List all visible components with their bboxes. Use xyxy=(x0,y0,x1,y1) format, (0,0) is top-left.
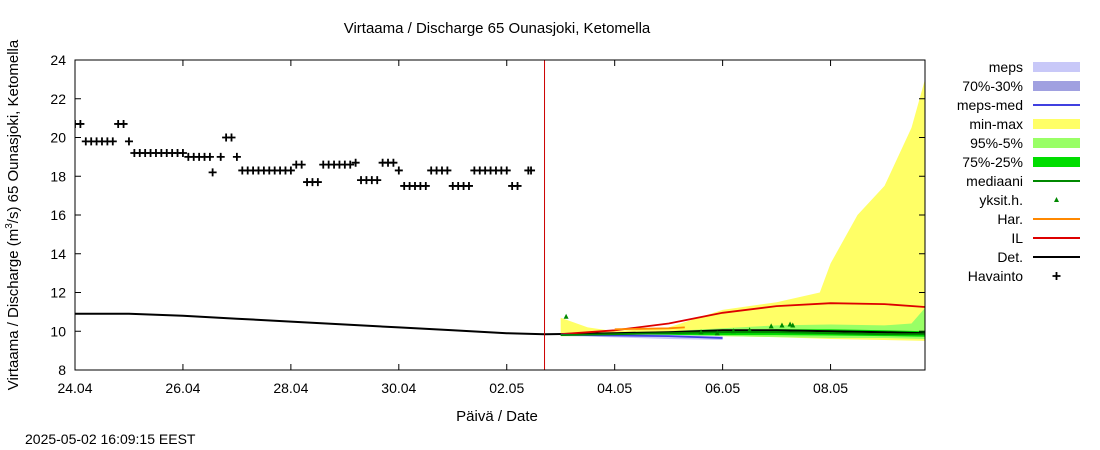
chart-title: Virtaama / Discharge 65 Ounasjoki, Ketom… xyxy=(344,20,651,37)
legend-label-p75_25: 75%-25% xyxy=(962,154,1023,170)
observation-point xyxy=(208,168,217,177)
observation-point xyxy=(527,166,536,175)
legend-label-yksit: yksit.h. xyxy=(979,192,1023,208)
legend-label-har: Har. xyxy=(997,211,1023,227)
series-line-har xyxy=(614,326,685,331)
y-tick-label: 16 xyxy=(50,207,66,223)
single-run-point xyxy=(714,330,720,336)
x-tick-label: 26.04 xyxy=(165,380,200,396)
legend-label-det: Det. xyxy=(997,249,1023,265)
observation-point xyxy=(464,181,473,190)
y-axis-label-post: /s) 65 Ounasjoki, Ketomella xyxy=(5,39,22,223)
observation-point xyxy=(373,176,382,185)
band-min-max xyxy=(560,79,925,341)
single-run-point xyxy=(779,322,785,328)
legend-label-p95_5: 95%-5% xyxy=(970,135,1023,151)
single-run-point xyxy=(768,323,774,329)
observation-layer xyxy=(75,119,536,190)
y-tick-label: 24 xyxy=(50,52,66,68)
single-run-point xyxy=(563,313,569,319)
legend: meps 70%-30% meps-med min-max 95%-5% 75%-25% m… xyxy=(957,59,1080,284)
legend-swatch-havainto xyxy=(1052,272,1061,280)
legend-label-havainto: Havainto xyxy=(968,268,1023,284)
observation-point xyxy=(124,137,133,146)
x-tick-label: 08.05 xyxy=(813,380,848,396)
observation-point xyxy=(178,149,187,157)
observation-point xyxy=(502,166,511,175)
plot-frame xyxy=(74,59,926,371)
legend-swatch-p95_5 xyxy=(1033,138,1080,148)
observation-point xyxy=(351,158,360,167)
observation-point xyxy=(346,160,355,169)
legend-swatch-meps7030 xyxy=(1033,81,1080,91)
y-tick-label: 18 xyxy=(50,168,66,184)
legend-label-mediaani: mediaani xyxy=(966,173,1023,189)
observation-point xyxy=(232,152,241,161)
observation-point xyxy=(389,158,398,167)
tick-layer xyxy=(74,59,925,371)
observation-point xyxy=(286,166,295,175)
x-axis-label: Päivä / Date xyxy=(456,408,538,425)
legend-label-minmax: min-max xyxy=(969,116,1023,132)
x-tick-labels: 24.04 26.04 28.04 30.04 02.05 04.05 06.05 08.05 xyxy=(57,380,848,396)
y-tick-label: 10 xyxy=(50,323,66,339)
observation-point xyxy=(216,152,225,161)
x-tick-label: 30.04 xyxy=(381,380,416,396)
y-axis-label-sup: 3 xyxy=(4,223,15,229)
observation-point xyxy=(421,181,430,190)
single-run-point xyxy=(698,329,704,335)
observation-point xyxy=(513,181,522,190)
x-tick-label: 02.05 xyxy=(489,380,524,396)
y-tick-label: 20 xyxy=(50,130,66,146)
legend-swatch-yksit xyxy=(1054,197,1059,202)
y-tick-label: 12 xyxy=(50,285,66,301)
y-tick-label: 22 xyxy=(50,91,66,107)
legend-swatch-p75_25 xyxy=(1033,157,1080,167)
observation-point xyxy=(443,166,452,175)
legend-label-il: IL xyxy=(1011,230,1023,246)
observation-point xyxy=(108,137,117,146)
x-tick-label: 24.04 xyxy=(57,380,92,396)
legend-label-meps7030: 70%-30% xyxy=(962,78,1023,94)
legend-swatch-meps xyxy=(1033,62,1080,72)
observation-point xyxy=(227,133,236,142)
y-tick-label: 14 xyxy=(50,246,66,262)
lines-layer xyxy=(75,60,925,370)
timestamp-footer: 2025-05-02 16:09:15 EEST xyxy=(25,431,196,447)
single-run-point xyxy=(790,322,796,328)
observation-point xyxy=(313,178,322,187)
series-line-det xyxy=(75,312,925,336)
observation-point xyxy=(76,119,85,128)
y-axis-label-pre: Virtaama / Discharge (m xyxy=(5,229,22,390)
observation-point xyxy=(297,160,306,169)
bands-layer xyxy=(560,79,925,341)
y-tick-label: 8 xyxy=(58,362,66,378)
legend-swatch-minmax xyxy=(1033,119,1080,129)
legend-label-meps: meps xyxy=(989,59,1023,75)
single-run-point xyxy=(747,327,753,333)
x-tick-label: 28.04 xyxy=(273,380,308,396)
x-tick-label: 06.05 xyxy=(705,380,740,396)
observation-point xyxy=(119,119,128,128)
y-tick-labels: 8 10 12 14 16 18 20 22 24 xyxy=(50,52,66,378)
observation-point xyxy=(205,152,214,161)
observation-point xyxy=(394,166,403,175)
x-tick-label: 04.05 xyxy=(597,380,632,396)
y-axis-label: Virtaama / Discharge (m3/s) 65 Ounasjoki… xyxy=(4,39,22,390)
single-run-point xyxy=(787,321,793,327)
single-run-point xyxy=(730,328,736,334)
legend-label-meps_med: meps-med xyxy=(957,97,1023,113)
